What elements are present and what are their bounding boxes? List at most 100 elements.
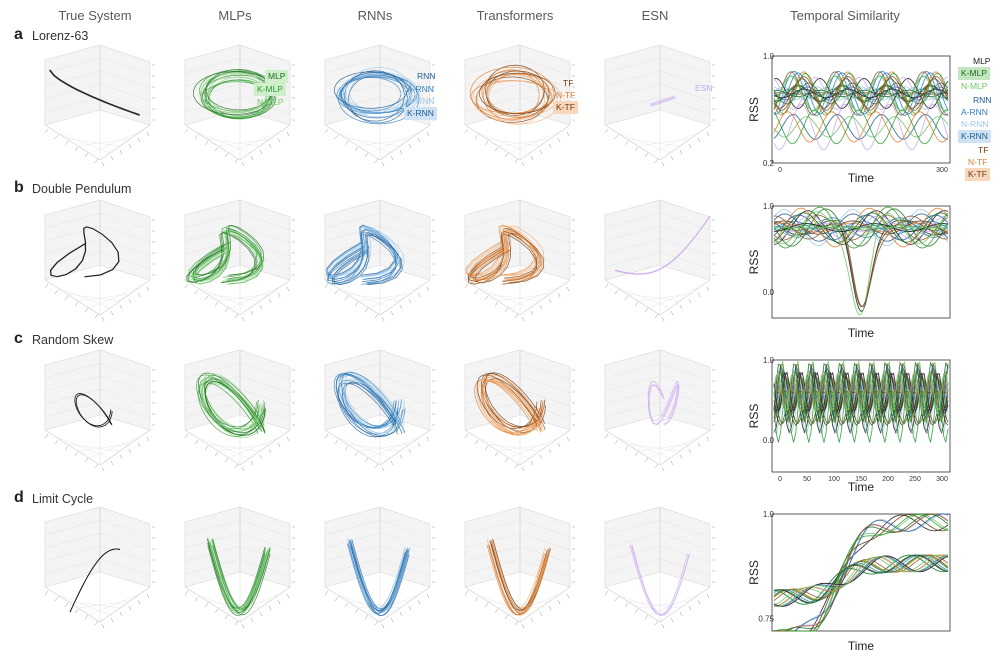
trajectory-lorenz-rnns-11: [333, 71, 408, 109]
attractor-3d-lorenz-rnns: [324, 44, 435, 167]
attractor-3d-limit-cycle-true-system: [44, 506, 155, 629]
axes-box: [604, 44, 715, 167]
trajectory-lorenz-transformers-13: [475, 80, 558, 118]
axes-box: [44, 506, 155, 629]
similarity-series-line: [773, 109, 949, 145]
trajectory-limit-cycle-mlps-10: [209, 539, 268, 611]
x-tick-label: 250: [909, 476, 921, 483]
row-title-random-skew: Random Skew: [32, 333, 114, 347]
trajectory-lorenz-mlps-13: [200, 72, 268, 114]
col-header-transformers: Transformers: [476, 8, 554, 23]
x-tick-label: 150: [855, 476, 867, 483]
side-legend-rnn: RNN: [973, 95, 992, 105]
x-axis-label: Time: [848, 171, 875, 185]
temporal-similarity-chart-limit-cycle: RSS Time 1.0 0.75: [747, 510, 951, 653]
trajectory-limit-cycle-rnns-13: [347, 538, 406, 609]
x-tick-label: 300: [936, 476, 948, 483]
trajectory-random-skew-mlps-11: [204, 378, 265, 434]
similarity-series-line: [773, 223, 949, 232]
trajectory-double-pendulum-esn-2: [614, 216, 711, 275]
y-axis-label: RSS: [747, 560, 761, 585]
similarity-series-line: [773, 360, 949, 423]
trajectory-double-pendulum-mlps-13: [192, 233, 262, 285]
trajectory-limit-cycle-mlps-6: [212, 540, 271, 611]
similarity-series-line: [773, 214, 949, 241]
axes-box: [324, 349, 435, 472]
axes-box: [324, 506, 435, 629]
attractor-3d-random-skew-rnns: [324, 349, 435, 472]
trajectory-random-skew-esn-1: [648, 384, 680, 426]
trajectory-lorenz-transformers-1: [487, 73, 546, 125]
x-axis-label: Time: [848, 326, 875, 340]
x-tick-label: 0: [778, 167, 782, 174]
trajectory-lorenz-rnns-12: [339, 76, 416, 114]
attractor-3d-double-pendulum-mlps: [184, 199, 295, 322]
trajectory-limit-cycle-mlps-11: [206, 538, 266, 609]
trajectory-double-pendulum-transformers-6: [465, 224, 535, 276]
trajectory-limit-cycle-transformers-12: [488, 544, 547, 616]
trajectory-random-skew-rnns-12: [341, 371, 402, 427]
similarity-series-line: [774, 513, 949, 632]
temporal-similarity-chart-lorenz: RSS Time 1.0 0.20 300: [747, 52, 951, 185]
row-letter-b: b: [14, 179, 24, 196]
similarity-series-line: [773, 555, 949, 607]
legend-k-tf: K-TF: [553, 101, 578, 114]
x-tick-label: 0: [778, 476, 782, 483]
y-axis-label: RSS: [747, 250, 761, 275]
similarity-series-line: [773, 369, 949, 415]
attractor-3d-limit-cycle-transformers: [464, 506, 575, 629]
col-header-true-system: True System: [58, 8, 132, 23]
similarity-series-line: [774, 215, 949, 307]
similarity-series-line: [773, 513, 949, 632]
x-tick-label: 100: [828, 476, 840, 483]
y-tick-label: 1.0: [763, 356, 775, 365]
y-tick-label: 0.0: [763, 288, 775, 297]
trajectory-random-skew-transformers-9: [481, 379, 542, 435]
col-header-mlps: MLPs: [218, 8, 252, 23]
attractor-3d-random-skew-esn: [604, 349, 715, 472]
similarity-series-line: [773, 86, 949, 101]
trajectory-random-skew-transformers-7: [476, 378, 538, 434]
trajectory-random-skew-mlps-12: [204, 374, 265, 430]
trajectory-random-skew-transformers-13: [483, 379, 544, 435]
trajectory-lorenz-rnns-13: [345, 66, 413, 118]
attractor-3d-limit-cycle-mlps: [184, 506, 295, 629]
trajectory-lorenz-mlps-6: [205, 79, 273, 119]
similarity-series-line: [773, 222, 949, 233]
trajectory-double-pendulum-rnns-13: [330, 225, 400, 277]
row-letter-c: c: [14, 330, 23, 347]
similarity-series-line: [774, 226, 949, 229]
attractor-3d-double-pendulum-esn: [604, 199, 715, 322]
y-tick-label: 0.75: [758, 614, 774, 623]
similarity-series-line: [773, 389, 949, 443]
axes-box: [44, 199, 155, 322]
attractor-3d-double-pendulum-rnns: [324, 199, 435, 322]
axes-box: [44, 349, 155, 472]
temporal-similarity-chart-random-skew: RSS Time 1.0 0.0 0 50 100 150 200 250 300: [747, 356, 951, 494]
axes-box: [604, 349, 715, 472]
trajectory-random-skew-esn-0: [647, 380, 679, 422]
trajectory-random-skew-transformers-12: [481, 376, 543, 432]
similarity-series-line: [773, 72, 949, 115]
attractor-3d-random-skew-transformers: [464, 349, 575, 472]
y-tick-label: 0.2: [763, 159, 775, 168]
similarity-series-line: [773, 208, 949, 247]
legend-k-mlp: K-MLP: [254, 83, 286, 96]
trajectory-double-pendulum-rnns-12: [327, 233, 397, 285]
similarity-series-line: [773, 220, 949, 235]
similarity-series-line: [773, 75, 949, 111]
similarity-series-line: [773, 88, 949, 99]
trajectory-random-skew-mlps-9: [201, 380, 262, 435]
legend-tf: TF: [563, 78, 574, 88]
x-tick-label: 300: [936, 167, 948, 174]
trajectory-lorenz-rnns-5: [348, 74, 408, 124]
similarity-series-line: [773, 212, 949, 243]
col-header-rnns: RNNs: [357, 8, 393, 23]
trajectory-double-pendulum-mlps-5: [187, 231, 257, 283]
trajectory-lorenz-transformers-11: [478, 72, 556, 114]
y-tick-label: 0.0: [763, 436, 775, 445]
side-legend-k-rnn: K-RNN: [958, 130, 991, 143]
side-legend-a-rnn: A-RNN: [961, 107, 988, 117]
attractor-3d-limit-cycle-rnns: [324, 506, 435, 629]
trajectory-limit-cycle-mlps-13: [209, 544, 268, 615]
